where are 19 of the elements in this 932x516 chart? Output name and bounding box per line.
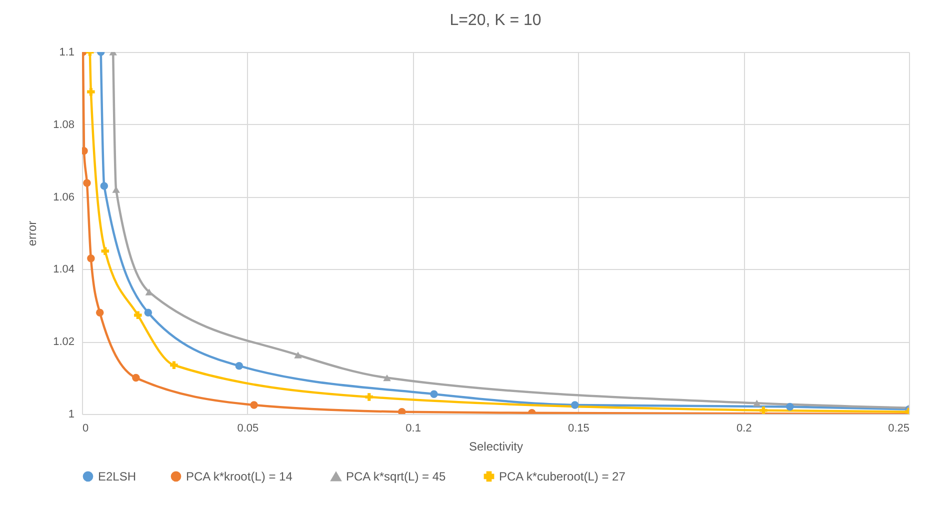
y-tick-label: 1.04 — [53, 264, 74, 276]
x-tick-label: 0.2 — [736, 422, 752, 434]
y-tick-label: 1.1 — [59, 46, 74, 58]
x-tick-label: 0.05 — [237, 422, 259, 434]
x-axis-title: Selectivity — [468, 440, 524, 454]
chart-title: L=20, K = 10 — [450, 12, 542, 29]
legend-label: PCA k*cuberoot(L) = 27 — [499, 469, 626, 484]
x-tick-label: 0.25 — [888, 422, 910, 434]
y-tick-label: 1 — [68, 408, 74, 420]
legend-label: PCA k*kroot(L) = 14 — [186, 469, 293, 484]
legend-label: E2LSH — [98, 469, 136, 484]
x-tick-label: 0.15 — [568, 422, 590, 434]
legend-label: PCA k*sqrt(L) = 45 — [346, 470, 446, 484]
y-axis-title: error — [25, 220, 40, 246]
x-tick-label: 0 — [82, 422, 89, 434]
y-tick-label: 1.02 — [53, 336, 74, 348]
x-tick-label: 0.1 — [406, 422, 421, 434]
y-tick-label: 1.06 — [53, 191, 74, 204]
y-tick-label: 1.08 — [53, 118, 74, 131]
